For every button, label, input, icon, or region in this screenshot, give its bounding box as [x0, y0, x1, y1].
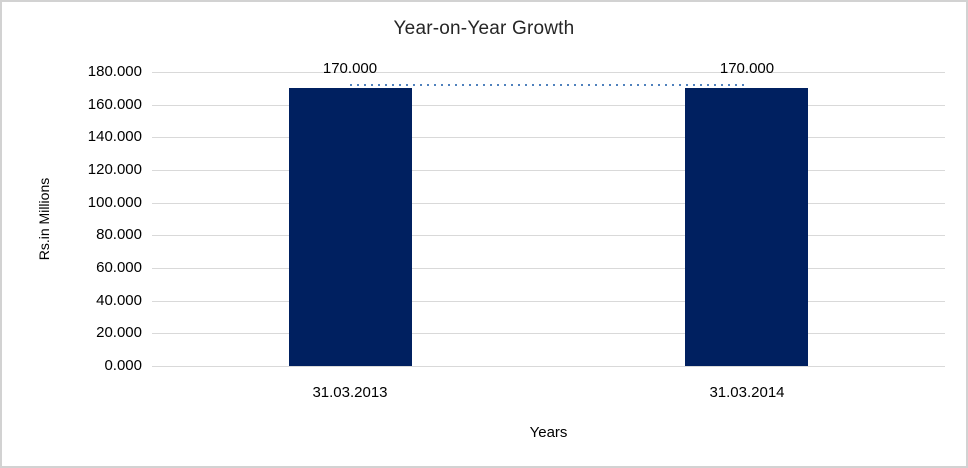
x-category-label: 31.03.2013 [312, 384, 388, 401]
x-axis-title: Years [529, 424, 568, 441]
chart-title: Year-on-Year Growth [393, 18, 575, 39]
series-connector-line [350, 84, 747, 86]
y-tick-label: 80.000 [96, 226, 142, 243]
gridline [152, 268, 945, 269]
y-tick-label: 60.000 [96, 259, 142, 276]
y-tick-label: 40.000 [96, 292, 142, 309]
gridline [152, 137, 945, 138]
y-tick-label: 140.000 [87, 128, 142, 145]
gridline [152, 366, 945, 367]
x-category-label: 31.03.2014 [709, 384, 785, 401]
gridline [152, 203, 945, 204]
y-tick-label: 120.000 [87, 161, 142, 178]
y-tick-label: 0.000 [104, 357, 142, 374]
y-tick-label: 180.000 [87, 63, 142, 80]
y-tick-label: 20.000 [96, 324, 142, 341]
bar [289, 88, 412, 366]
gridline [152, 105, 945, 106]
gridline [152, 235, 945, 236]
gridline [152, 72, 945, 73]
y-tick-label: 100.000 [87, 194, 142, 211]
bar-data-label: 170.000 [322, 60, 378, 77]
bar-data-label: 170.000 [719, 60, 775, 77]
gridline [152, 301, 945, 302]
gridline [152, 333, 945, 334]
gridline [152, 170, 945, 171]
bar [685, 88, 808, 366]
y-tick-label: 160.000 [87, 96, 142, 113]
